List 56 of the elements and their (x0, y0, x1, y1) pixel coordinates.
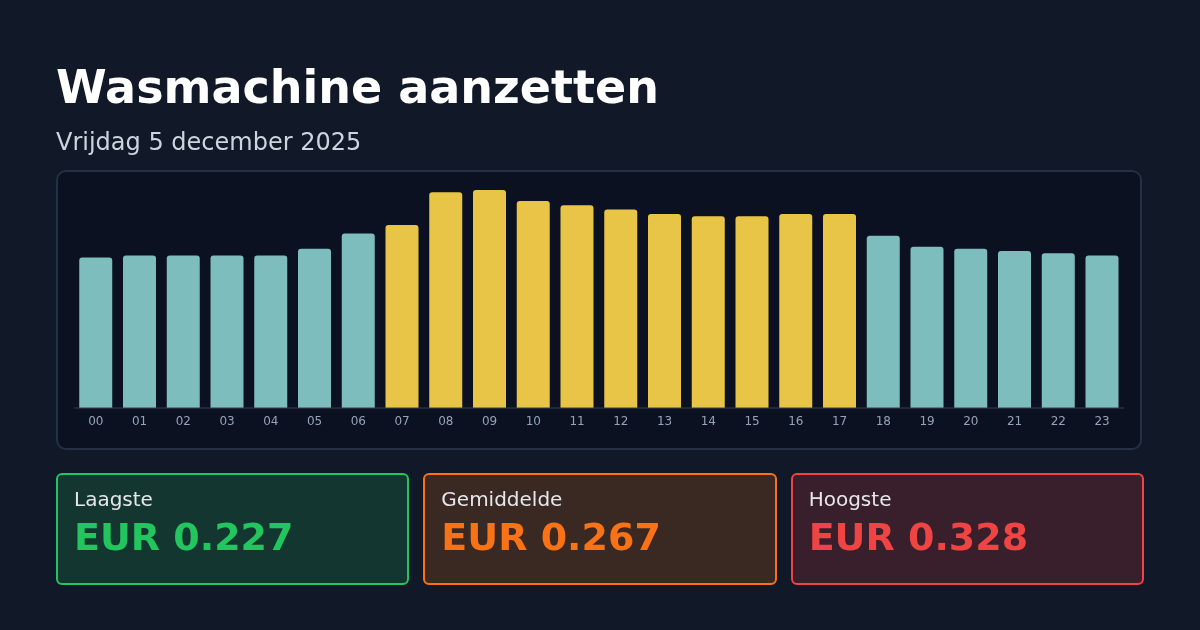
x-tick-label: 13 (656, 413, 673, 428)
bar (560, 205, 594, 408)
bar (910, 246, 944, 408)
bar (1041, 253, 1075, 408)
x-tick-label: 09 (481, 413, 498, 428)
x-tick-label: 10 (525, 413, 542, 428)
bar (1085, 255, 1119, 408)
x-tick-label: 03 (219, 413, 235, 428)
bar (779, 213, 813, 408)
x-tick-label: 17 (831, 413, 848, 428)
bar (341, 233, 375, 408)
bar (735, 216, 769, 408)
bar (648, 213, 681, 408)
chart-title: Wasmachine aanzetten (56, 60, 659, 114)
text: EUR 0.227 (74, 515, 294, 559)
bar (998, 251, 1031, 408)
bar (210, 255, 244, 408)
x-tick-label: 12 (613, 413, 629, 428)
bar (954, 248, 988, 408)
bar (429, 192, 463, 408)
x-tick-label: 07 (394, 413, 410, 428)
bar (298, 248, 331, 408)
bar (254, 255, 288, 408)
x-tick-label: 21 (1006, 413, 1023, 428)
x-tick-label: 06 (350, 413, 367, 428)
category-label: Hoogste (808, 487, 893, 511)
x-tick-label: 11 (569, 413, 585, 428)
x-tick-label: 14 (700, 413, 717, 428)
category-label: Gemiddelde (441, 487, 564, 511)
bar (385, 224, 419, 408)
x-tick-label: 19 (919, 413, 935, 428)
bar (516, 200, 550, 408)
x-tick-label: 22 (1050, 413, 1067, 428)
bar (473, 190, 506, 408)
bar (79, 257, 113, 408)
x-tick-label: 15 (744, 413, 760, 428)
bar (604, 209, 638, 408)
x-tick-label: 20 (963, 413, 979, 428)
category-label: Laagste (74, 487, 154, 511)
x-tick-label: 23 (1094, 413, 1110, 428)
bar (823, 213, 856, 408)
x-tick-label: 02 (175, 413, 192, 428)
bar (691, 216, 725, 408)
text: EUR 0.328 (808, 515, 1029, 559)
x-tick-label: 08 (438, 413, 454, 428)
x-tick-label: 05 (306, 413, 323, 428)
x-tick-label: 18 (875, 413, 892, 428)
bar (123, 255, 156, 408)
x-tick-label: 04 (263, 413, 279, 428)
text: EUR 0.267 (441, 515, 661, 559)
bar (866, 235, 900, 408)
x-tick-label: 01 (131, 413, 148, 428)
bar (166, 255, 200, 408)
chart-subtitle: Vrijdag 5 december 2025 (56, 128, 362, 156)
x-tick-label: 16 (788, 413, 804, 428)
x-tick-label: 00 (88, 413, 104, 428)
